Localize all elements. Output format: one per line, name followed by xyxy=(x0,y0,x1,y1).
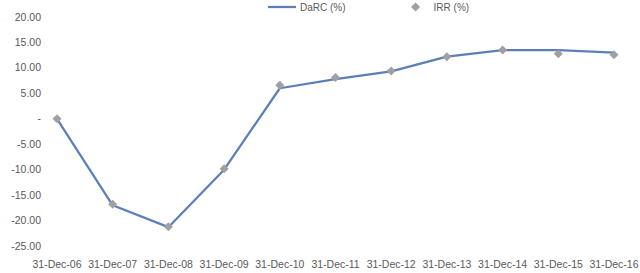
legend-label: DaRC (%) xyxy=(300,2,346,13)
x-tick-label: 31-Dec-08 xyxy=(144,258,193,270)
legend-line xyxy=(268,6,296,8)
plot-area xyxy=(53,46,619,232)
y-tick-label: 5.00 xyxy=(21,87,42,99)
x-tick-label: 31-Dec-11 xyxy=(311,258,359,270)
y-tick-label: -20.00 xyxy=(11,214,41,226)
x-tick-label: 31-Dec-10 xyxy=(255,258,304,270)
series-line xyxy=(57,50,614,227)
series-marker xyxy=(220,164,229,173)
x-tick-label: 31-Dec-07 xyxy=(88,258,137,270)
x-tick-label: 31-Dec-15 xyxy=(534,258,583,270)
y-tick-label: 10.00 xyxy=(15,61,41,73)
series-marker xyxy=(554,49,563,58)
series-marker xyxy=(53,114,62,123)
chart: 20.00 15.00 10.00 5.00 - -5.00 -10.00 -15.00 -20… xyxy=(0,0,640,273)
y-tick-label: 15.00 xyxy=(15,36,41,48)
series-marker xyxy=(108,200,117,209)
series-marker xyxy=(498,46,507,55)
y-tick-label: -25.00 xyxy=(11,240,41,252)
x-tick-label: 31-Dec-14 xyxy=(478,258,527,270)
series-marker xyxy=(387,66,396,75)
series-marker xyxy=(610,50,619,59)
series-marker xyxy=(164,222,173,231)
y-tick-label: - xyxy=(38,112,42,124)
x-tick-label: 31-Dec-09 xyxy=(200,258,249,270)
series-marker xyxy=(331,73,340,82)
x-tick-label: 31-Dec-13 xyxy=(422,258,471,270)
y-tick-label: -10.00 xyxy=(11,163,41,175)
y-tick-label: -5.00 xyxy=(17,138,41,150)
y-tick-label: -15.00 xyxy=(11,189,41,201)
legend-label: IRR (%) xyxy=(434,2,470,13)
x-tick-label: 31-Dec-06 xyxy=(32,258,81,270)
y-tick-label: 20.00 xyxy=(15,11,41,23)
x-tick-label: 31-Dec-16 xyxy=(589,258,638,270)
series-marker xyxy=(442,52,451,61)
x-tick-label: 31-Dec-12 xyxy=(367,258,416,270)
series-marker xyxy=(275,81,284,90)
legend-marker xyxy=(411,3,420,12)
